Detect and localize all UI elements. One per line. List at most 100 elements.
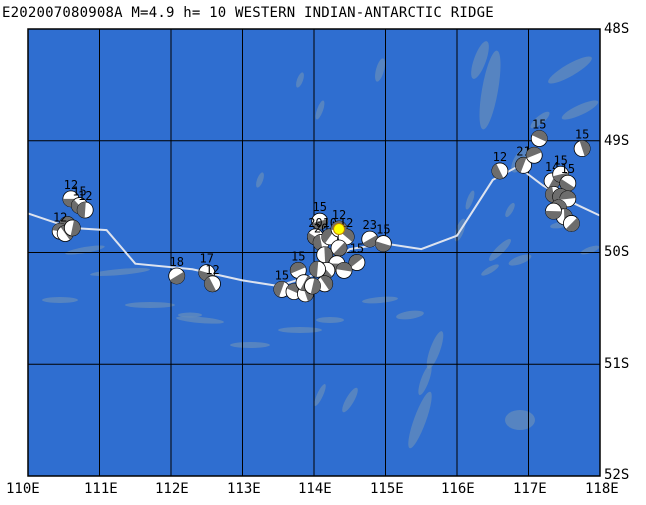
event-depth-label: 12: [332, 208, 346, 222]
event-depth-label: 15: [575, 128, 589, 142]
beachball-compressional-quadrant: [290, 262, 306, 274]
event-depth-label: 15: [291, 249, 305, 263]
lon-label-116e: 116E: [441, 481, 475, 497]
map-title: E202007080908A M=4.9 h= 10 WESTERN INDIA…: [2, 5, 494, 21]
beachball-compressional-quadrant: [310, 278, 321, 295]
bathymetry-feature: [316, 317, 344, 323]
event-depth-label: 15: [275, 268, 289, 282]
focal-mechanism[interactable]: 15: [348, 242, 366, 271]
bathymetry-feature: [505, 410, 535, 430]
event-depth-label: 23: [363, 218, 377, 232]
bathymetry-feature: [508, 254, 532, 266]
focal-mechanism[interactable]: [309, 260, 326, 278]
lon-label-114e: 114E: [298, 481, 332, 497]
bathymetry-feature: [505, 202, 515, 218]
beachball-compressional-quadrant: [204, 276, 217, 292]
event-depth-label: 15: [561, 162, 575, 176]
bathymetry-feature: [481, 264, 499, 276]
focal-mechanism[interactable]: 12: [491, 150, 509, 180]
focal-mechanism[interactable]: [335, 261, 353, 279]
bathymetry-feature: [314, 384, 326, 406]
event-depth-label: 15: [312, 200, 326, 214]
focal-mechanism[interactable]: 15: [311, 200, 329, 230]
graticule: [28, 29, 600, 476]
focal-mechanism[interactable]: 18: [168, 255, 186, 285]
bathymetry-feature: [230, 342, 270, 348]
event-depth-label: 12: [205, 263, 219, 277]
bathymetry-feature: [362, 296, 398, 304]
bathymetry-layer: [42, 41, 600, 449]
bathymetry-feature: [342, 387, 358, 413]
main-event-marker[interactable]: [333, 223, 346, 236]
beachball-compressional-quadrant: [515, 157, 527, 173]
bathymetry-feature: [256, 172, 264, 188]
map-frame: [27, 28, 601, 477]
event-depth-label: 20: [308, 216, 322, 230]
beachball-compressional-quadrant: [313, 234, 323, 251]
lat-label-49s: 49S: [604, 133, 630, 149]
bathymetry-feature: [375, 58, 385, 82]
beachball-compressional-quadrant: [349, 254, 364, 268]
bathymetry-feature: [125, 302, 175, 308]
bathymetry-feature: [176, 316, 224, 324]
beachball-compressional-quadrant: [169, 271, 185, 284]
event-depth-label: 12: [78, 189, 92, 203]
event-depth-label: 12: [493, 150, 507, 164]
focal-mechanism[interactable]: [304, 277, 321, 295]
event-depth-label: 17: [200, 252, 214, 266]
lon-label-113e: 113E: [227, 481, 261, 497]
beachball-compressional-quadrant: [565, 217, 580, 232]
beachball-compressional-quadrant: [77, 202, 86, 219]
event-depth-label: 18: [169, 255, 183, 269]
focal-mechanism[interactable]: 12: [204, 263, 221, 293]
focal-mechanism[interactable]: 15: [559, 162, 577, 192]
bathymetry-feature: [42, 297, 78, 303]
bathymetry-feature: [548, 56, 592, 84]
beachball-compressional-quadrant: [552, 188, 566, 204]
focal-mechanism[interactable]: [330, 239, 348, 257]
beachball-compressional-quadrant: [375, 241, 392, 252]
focal-mechanism[interactable]: 23: [361, 218, 379, 248]
focal-mechanism[interactable]: [545, 202, 562, 220]
beachball-compressional-quadrant: [320, 275, 333, 291]
focal-mechanism[interactable]: [525, 146, 543, 164]
lon-label-112e: 112E: [155, 481, 189, 497]
lon-label-115e: 115E: [370, 481, 404, 497]
beachball-compressional-quadrant: [333, 242, 347, 256]
beachball-compressional-quadrant: [311, 219, 328, 230]
bathymetry-feature: [90, 268, 150, 276]
focal-mechanism[interactable]: 15: [573, 128, 591, 157]
focal-mechanism[interactable]: 12: [76, 189, 94, 219]
bathymetry-feature: [296, 72, 304, 88]
bathymetry-feature: [426, 331, 444, 369]
bathymetry-feature: [489, 239, 511, 261]
beachball-compressional-quadrant: [273, 281, 285, 297]
lat-label-51s: 51S: [604, 356, 630, 372]
event-depth-label: 15: [350, 242, 364, 256]
focal-mechanism[interactable]: [563, 215, 580, 232]
event-depth-label: 15: [376, 223, 390, 237]
event-depth-label: 15: [532, 118, 546, 132]
focal-mechanism[interactable]: 15: [530, 118, 548, 147]
beachball-compressional-quadrant: [336, 262, 353, 272]
bathymetry-feature: [396, 310, 424, 320]
event-depth-label: 15: [553, 153, 567, 167]
beachball-compressional-quadrant: [545, 210, 562, 220]
beachball-compressional-quadrant: [309, 261, 319, 278]
focal-mechanism[interactable]: [63, 219, 81, 237]
lon-label-118e: 118E: [585, 481, 619, 497]
beachball-compressional-quadrant: [70, 220, 81, 236]
bathymetry-feature: [471, 41, 489, 79]
beachball-compressional-quadrant: [526, 147, 542, 159]
bathymetry-feature: [561, 100, 599, 120]
beachball-compressional-quadrant: [579, 140, 591, 157]
lon-label-111e: 111E: [84, 481, 118, 497]
bathymetry-feature: [465, 190, 475, 210]
bathymetry-feature: [178, 312, 202, 318]
focal-mechanism[interactable]: 15: [374, 223, 392, 252]
beachball-compressional-quadrant: [531, 130, 548, 142]
bathymetry-feature: [418, 364, 432, 396]
lat-label-48s: 48S: [604, 21, 630, 37]
